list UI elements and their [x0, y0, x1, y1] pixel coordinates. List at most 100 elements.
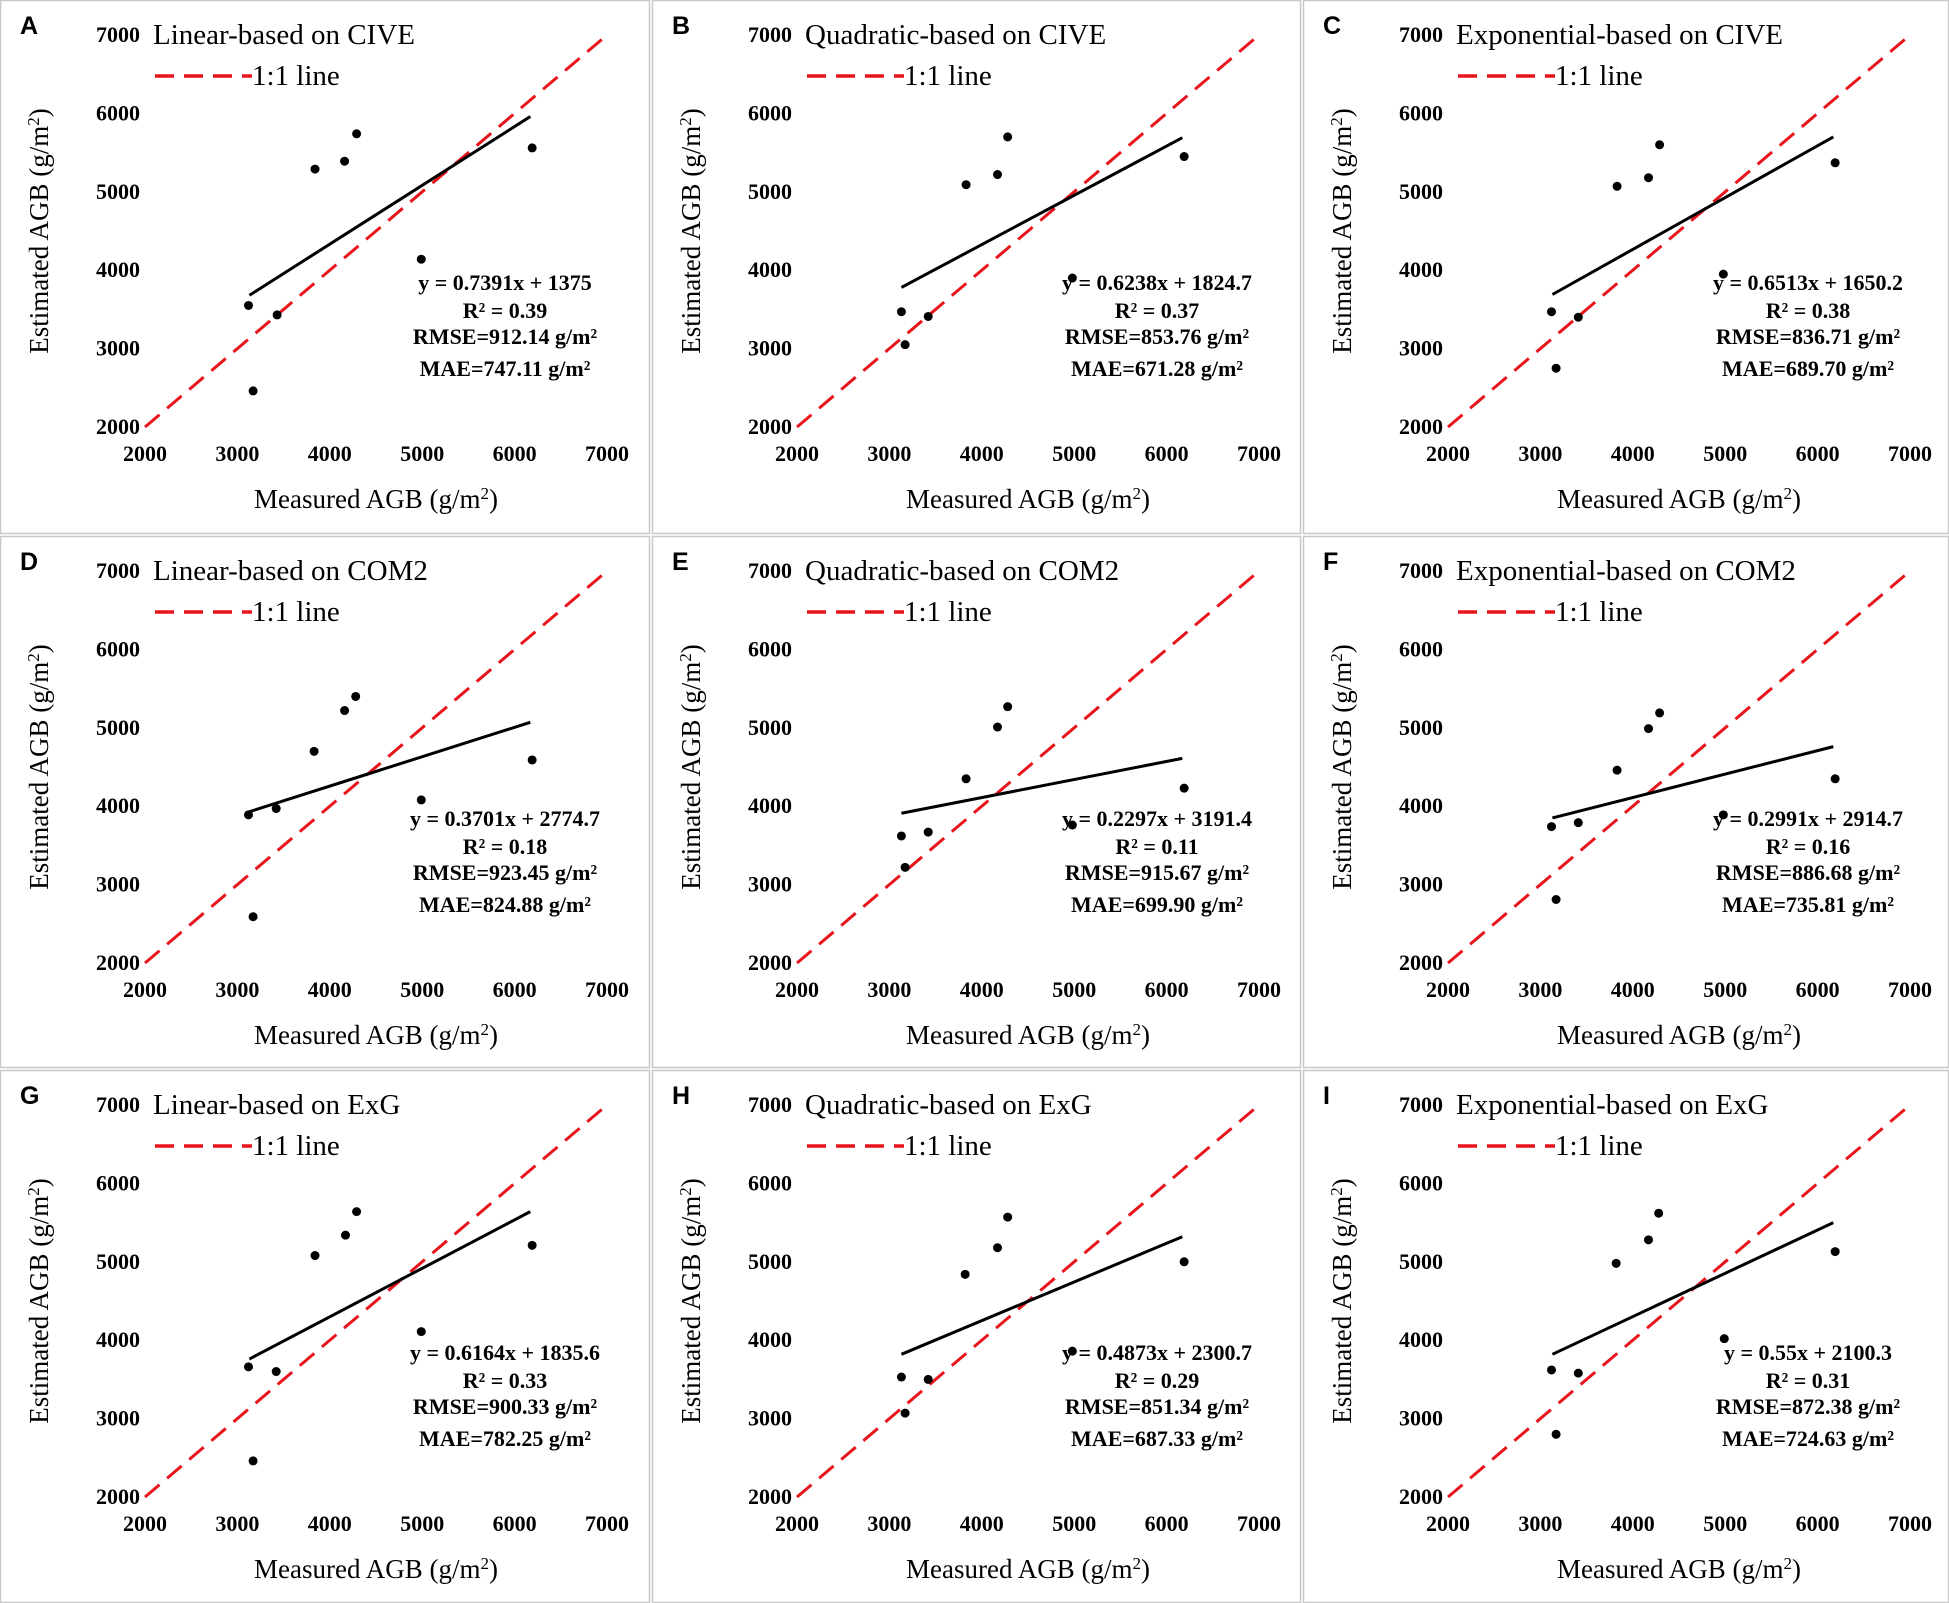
data-point	[896, 831, 906, 841]
y-tick-label: 6000	[748, 100, 792, 125]
data-point	[527, 143, 537, 153]
data-point	[1546, 307, 1556, 317]
r-squared: R² = 0.18	[463, 834, 548, 859]
data-point	[1830, 1247, 1840, 1257]
one-to-one-line	[796, 569, 1260, 965]
rmse-value: RMSE=923.45 g/m²	[413, 860, 598, 885]
x-tick-label: 3000	[215, 977, 259, 1002]
rmse-value: RMSE=851.34 g/m²	[1065, 1394, 1250, 1419]
data-point	[1067, 820, 1077, 830]
panel-border	[651, 0, 1302, 535]
panel-letter: F	[1323, 548, 1338, 576]
y-tick-label: 2000	[748, 414, 792, 439]
y-tick-label: 2000	[96, 1484, 140, 1509]
data-point	[341, 1230, 351, 1240]
legend-label: 1:1 line	[252, 60, 340, 92]
data-point	[1719, 1334, 1729, 1344]
x-tick-label: 7000	[1888, 441, 1932, 466]
data-point	[1644, 173, 1654, 183]
y-tick-label: 2000	[748, 950, 792, 975]
x-tick-label: 5000	[1703, 441, 1747, 466]
regression-equation: y = 0.7391x + 1375	[418, 270, 592, 295]
data-point	[352, 1207, 362, 1217]
y-tick-label: 7000	[96, 1092, 140, 1117]
data-point	[309, 746, 319, 756]
y-tick-label: 3000	[748, 336, 792, 361]
data-point	[527, 755, 537, 765]
data-point	[1179, 783, 1189, 793]
x-tick-label: 3000	[867, 977, 911, 1002]
legend-label: 1:1 line	[904, 1130, 992, 1162]
panel-border	[0, 535, 651, 1069]
panel-f: F 2000 3000 4000 5000 6000 7000 2000 3000 4000 500…	[1302, 535, 1949, 1069]
data-point	[960, 1269, 970, 1279]
x-tick-label: 4000	[960, 1511, 1004, 1536]
x-axis-label: Measured AGB (g/m2)	[254, 484, 498, 515]
r-squared: R² = 0.29	[1115, 1368, 1200, 1393]
data-point	[896, 307, 906, 317]
panel-d: D 2000 3000 4000 5000 6000 7000 2000 3000 4000 500…	[0, 535, 651, 1069]
y-tick-label: 7000	[748, 22, 792, 47]
y-tick-label: 5000	[96, 715, 140, 740]
x-tick-label: 3000	[867, 441, 911, 466]
x-tick-label: 4000	[1611, 441, 1655, 466]
panel-letter: H	[672, 1082, 690, 1110]
data-point	[243, 810, 253, 820]
rmse-value: RMSE=836.71 g/m²	[1716, 324, 1901, 349]
y-tick-label: 6000	[96, 1170, 140, 1195]
data-point	[416, 795, 426, 805]
mae-value: MAE=747.11 g/m²	[420, 356, 591, 381]
x-tick-label: 7000	[585, 441, 629, 466]
y-tick-label: 2000	[1399, 1484, 1443, 1509]
x-tick-label: 6000	[1796, 1511, 1840, 1536]
mae-value: MAE=735.81 g/m²	[1722, 892, 1894, 917]
x-tick-label: 6000	[1145, 441, 1189, 466]
y-tick-label: 6000	[96, 100, 140, 125]
data-point	[1718, 810, 1728, 820]
x-tick-label: 7000	[1237, 441, 1281, 466]
regression-line	[248, 720, 531, 814]
panel-b: B 2000 3000 4000 5000 6000 7000 2000 3000 4000 500…	[651, 0, 1302, 535]
legend-label: 1:1 line	[904, 596, 992, 628]
rmse-value: RMSE=915.67 g/m²	[1065, 860, 1250, 885]
y-tick-label: 5000	[1399, 715, 1443, 740]
legend-label: 1:1 line	[1555, 1130, 1643, 1162]
y-tick-label: 7000	[1399, 22, 1443, 47]
y-axis-label: Estimated AGB (g/m2)	[24, 1178, 55, 1423]
x-tick-label: 6000	[493, 441, 537, 466]
data-point	[1830, 158, 1840, 168]
y-tick-label: 2000	[96, 414, 140, 439]
data-point	[340, 706, 350, 716]
data-point	[1179, 1257, 1189, 1267]
rmse-value: RMSE=886.68 g/m²	[1716, 860, 1901, 885]
data-point	[271, 804, 281, 814]
panel-letter: D	[20, 548, 38, 576]
y-tick-label: 7000	[1399, 1092, 1443, 1117]
legend-label: 1:1 line	[1555, 596, 1643, 628]
x-axis-label: Measured AGB (g/m2)	[1557, 1020, 1801, 1051]
data-point	[896, 1372, 906, 1382]
x-tick-label: 5000	[1703, 1511, 1747, 1536]
panel-letter: I	[1323, 1082, 1330, 1110]
x-tick-label: 3000	[1518, 441, 1562, 466]
y-axis-label: Estimated AGB (g/m2)	[676, 108, 707, 353]
r-squared: R² = 0.11	[1115, 834, 1198, 859]
regression-equation: y = 0.6238x + 1824.7	[1062, 270, 1252, 295]
x-tick-label: 4000	[960, 441, 1004, 466]
data-point	[1644, 724, 1654, 734]
data-point	[1551, 1429, 1561, 1439]
y-tick-label: 2000	[748, 1484, 792, 1509]
one-to-one-line	[144, 33, 608, 429]
regression-equation: y = 0.2991x + 2914.7	[1713, 806, 1903, 831]
mae-value: MAE=699.90 g/m²	[1071, 892, 1243, 917]
data-point	[1718, 269, 1728, 279]
x-tick-label: 2000	[123, 441, 167, 466]
data-point	[1067, 1346, 1077, 1356]
data-point	[243, 300, 253, 310]
legend-label: 1:1 line	[1555, 60, 1643, 92]
y-axis-label: Estimated AGB (g/m2)	[676, 1178, 707, 1423]
data-point	[1573, 818, 1583, 828]
data-point	[248, 912, 258, 922]
x-tick-label: 7000	[1888, 1511, 1932, 1536]
